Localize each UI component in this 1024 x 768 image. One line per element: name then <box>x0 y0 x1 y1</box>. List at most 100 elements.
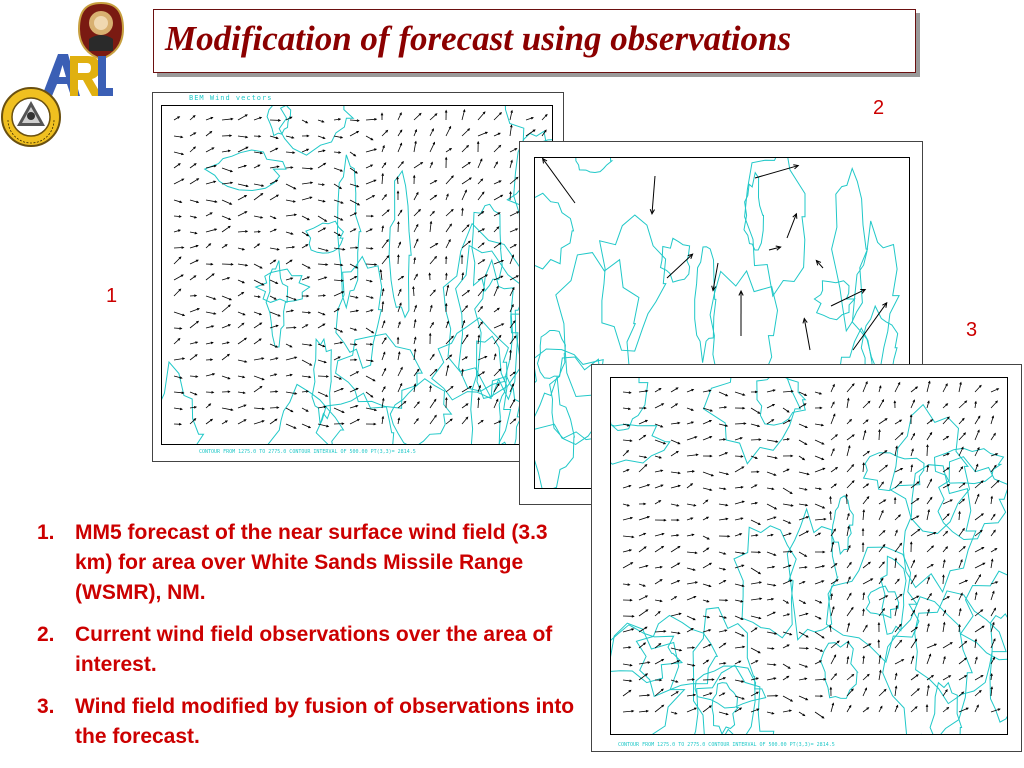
contour-line <box>535 192 575 270</box>
wind-arrow-head <box>707 615 711 619</box>
wind-arrow <box>622 679 632 682</box>
wind-arrow <box>429 180 437 185</box>
wind-arrow-head <box>179 407 183 411</box>
wind-arrow-head <box>723 438 727 441</box>
wind-arrow-head <box>496 226 500 230</box>
wind-arrow <box>846 545 851 553</box>
wind-arrow-head <box>469 385 473 389</box>
wind-arrow-head <box>990 686 994 690</box>
wind-arrow <box>509 191 512 201</box>
wind-arrow-head <box>897 381 901 385</box>
wind-arrow-head <box>415 273 418 277</box>
wind-arrow <box>173 256 182 265</box>
wind-arrow-head <box>322 344 326 348</box>
wind-arrow <box>846 383 855 393</box>
wind-arrow <box>317 391 328 397</box>
wind-arrow-head <box>498 180 502 183</box>
list-item-number: 1. <box>37 521 55 544</box>
contour-line <box>959 570 1007 661</box>
wind-arrow-head <box>658 642 662 646</box>
wind-arrow <box>221 420 228 425</box>
wind-arrow-head <box>740 485 744 489</box>
wind-arrow-head <box>193 146 197 150</box>
wind-arrow <box>926 545 934 553</box>
wind-arrow-head <box>355 387 359 391</box>
wind-arrow-head <box>432 210 435 214</box>
wind-arrow <box>766 677 776 681</box>
wind-arrow <box>654 484 663 489</box>
wind-arrow <box>974 385 982 393</box>
wind-arrow <box>333 199 344 204</box>
wind-arrow <box>413 129 417 137</box>
contour-line <box>831 495 854 556</box>
wind-arrow <box>766 487 774 490</box>
contour-line <box>744 158 806 298</box>
wind-arrow-head <box>629 439 633 442</box>
wind-arrow-head <box>787 666 791 669</box>
wind-arrow <box>990 480 1000 489</box>
wind-arrow <box>798 599 806 604</box>
wind-arrow <box>686 551 697 554</box>
wind-arrow <box>205 373 215 377</box>
wind-arrow <box>461 240 471 249</box>
wind-arrow-head <box>722 677 727 680</box>
wind-arrow <box>285 183 296 190</box>
wind-arrow-head <box>241 291 245 295</box>
wind-arrow-head <box>194 294 198 298</box>
wind-arrow <box>910 515 919 521</box>
wind-arrow <box>862 578 873 585</box>
wind-arrow-head <box>674 711 678 715</box>
wind-arrow-head <box>847 444 851 449</box>
wind-arrow <box>333 327 343 333</box>
wind-arrow <box>974 447 980 457</box>
wind-arrow <box>686 628 694 633</box>
wind-arrow-head <box>862 509 866 513</box>
wind-arrow <box>829 496 832 505</box>
wind-arrow <box>285 374 293 377</box>
wind-arrow-head <box>962 527 965 531</box>
wind-arrow-head <box>434 414 437 418</box>
wind-arrow <box>509 110 513 121</box>
wind-arrow <box>365 263 377 266</box>
wind-arrow-head <box>661 545 665 549</box>
wind-arrow-head <box>274 418 278 422</box>
wind-arrow-head <box>481 191 485 195</box>
wind-arrow <box>878 530 886 537</box>
wind-arrow-head <box>663 630 667 633</box>
wind-arrow <box>349 228 356 233</box>
wind-arrow <box>301 407 309 412</box>
wind-arrow-head <box>786 675 790 679</box>
wind-arrow-head <box>468 240 472 244</box>
wind-arrow <box>942 622 945 633</box>
wind-arrow <box>269 179 278 185</box>
wind-arrow-head <box>993 529 996 533</box>
wind-arrow-head <box>818 487 823 491</box>
wind-arrow <box>461 403 469 409</box>
wind-arrow <box>493 180 502 185</box>
wind-arrow-head <box>726 472 730 476</box>
wind-arrow-head <box>498 368 502 372</box>
wind-arrow <box>477 306 483 313</box>
wind-arrow <box>445 194 449 201</box>
wind-arrow-head <box>178 215 182 218</box>
wind-arrow <box>974 480 984 489</box>
wind-arrow-head <box>434 194 438 198</box>
wind-arrow-head <box>499 111 502 115</box>
wind-arrow-head <box>916 515 920 519</box>
wind-arrow <box>798 566 807 569</box>
wind-arrow-head <box>416 418 419 421</box>
wind-arrow-head <box>916 688 920 691</box>
wind-arrow-head <box>446 364 450 368</box>
wind-arrow <box>862 496 870 505</box>
wind-arrow-head <box>467 128 471 131</box>
wind-arrow <box>878 706 883 713</box>
wind-arrow-head <box>862 655 865 659</box>
wind-arrow <box>237 211 247 217</box>
wind-arrow <box>974 639 977 649</box>
wind-arrow-head <box>307 276 311 279</box>
wind-arrow <box>718 406 727 409</box>
contour-line <box>694 246 717 363</box>
wind-arrow-head <box>180 135 184 139</box>
contour-line <box>162 360 205 444</box>
title-box: Modification of forecast using observati… <box>153 9 916 73</box>
